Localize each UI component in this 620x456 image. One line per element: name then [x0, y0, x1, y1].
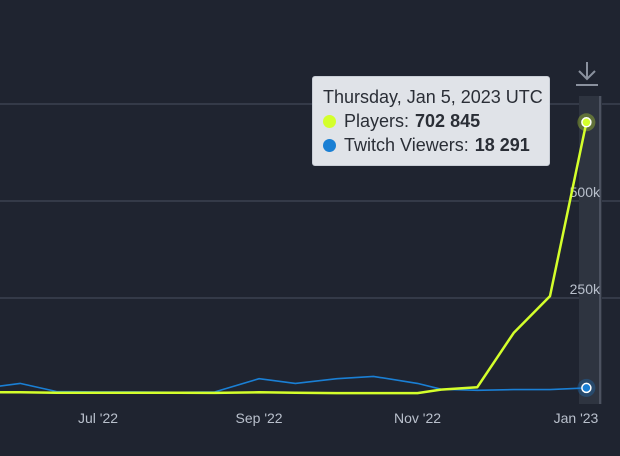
tooltip-players-value: 702 845 — [415, 111, 481, 131]
players-marker — [581, 117, 592, 128]
tooltip: Thursday, Jan 5, 2023 UTC Players: 702 8… — [312, 76, 550, 166]
twitch-viewers-line — [0, 375, 587, 394]
twitch-dot-icon — [323, 138, 336, 152]
download-icon[interactable] — [574, 60, 600, 88]
x-tick-label: Nov '22 — [394, 410, 441, 426]
tooltip-players-row: Players: 702 845 — [323, 109, 539, 133]
x-tick-label: Jan '23 — [554, 410, 599, 426]
tooltip-twitch-value: 18 291 — [474, 135, 530, 155]
players-dot-icon — [323, 114, 336, 128]
hover-band — [579, 96, 602, 404]
tooltip-players-label: Players: — [344, 111, 410, 131]
x-tick-label: Jul '22 — [78, 410, 118, 426]
tooltip-twitch-row: Twitch Viewers: 18 291 — [323, 133, 539, 157]
y-tick-label: 500k — [570, 184, 601, 200]
x-tick-label: Sep '22 — [236, 410, 283, 426]
tooltip-date: Thursday, Jan 5, 2023 UTC — [323, 87, 543, 107]
players-line — [0, 122, 588, 395]
tooltip-twitch-label: Twitch Viewers: — [344, 135, 469, 155]
y-tick-label: 250k — [570, 281, 601, 297]
twitch-marker — [581, 382, 592, 394]
